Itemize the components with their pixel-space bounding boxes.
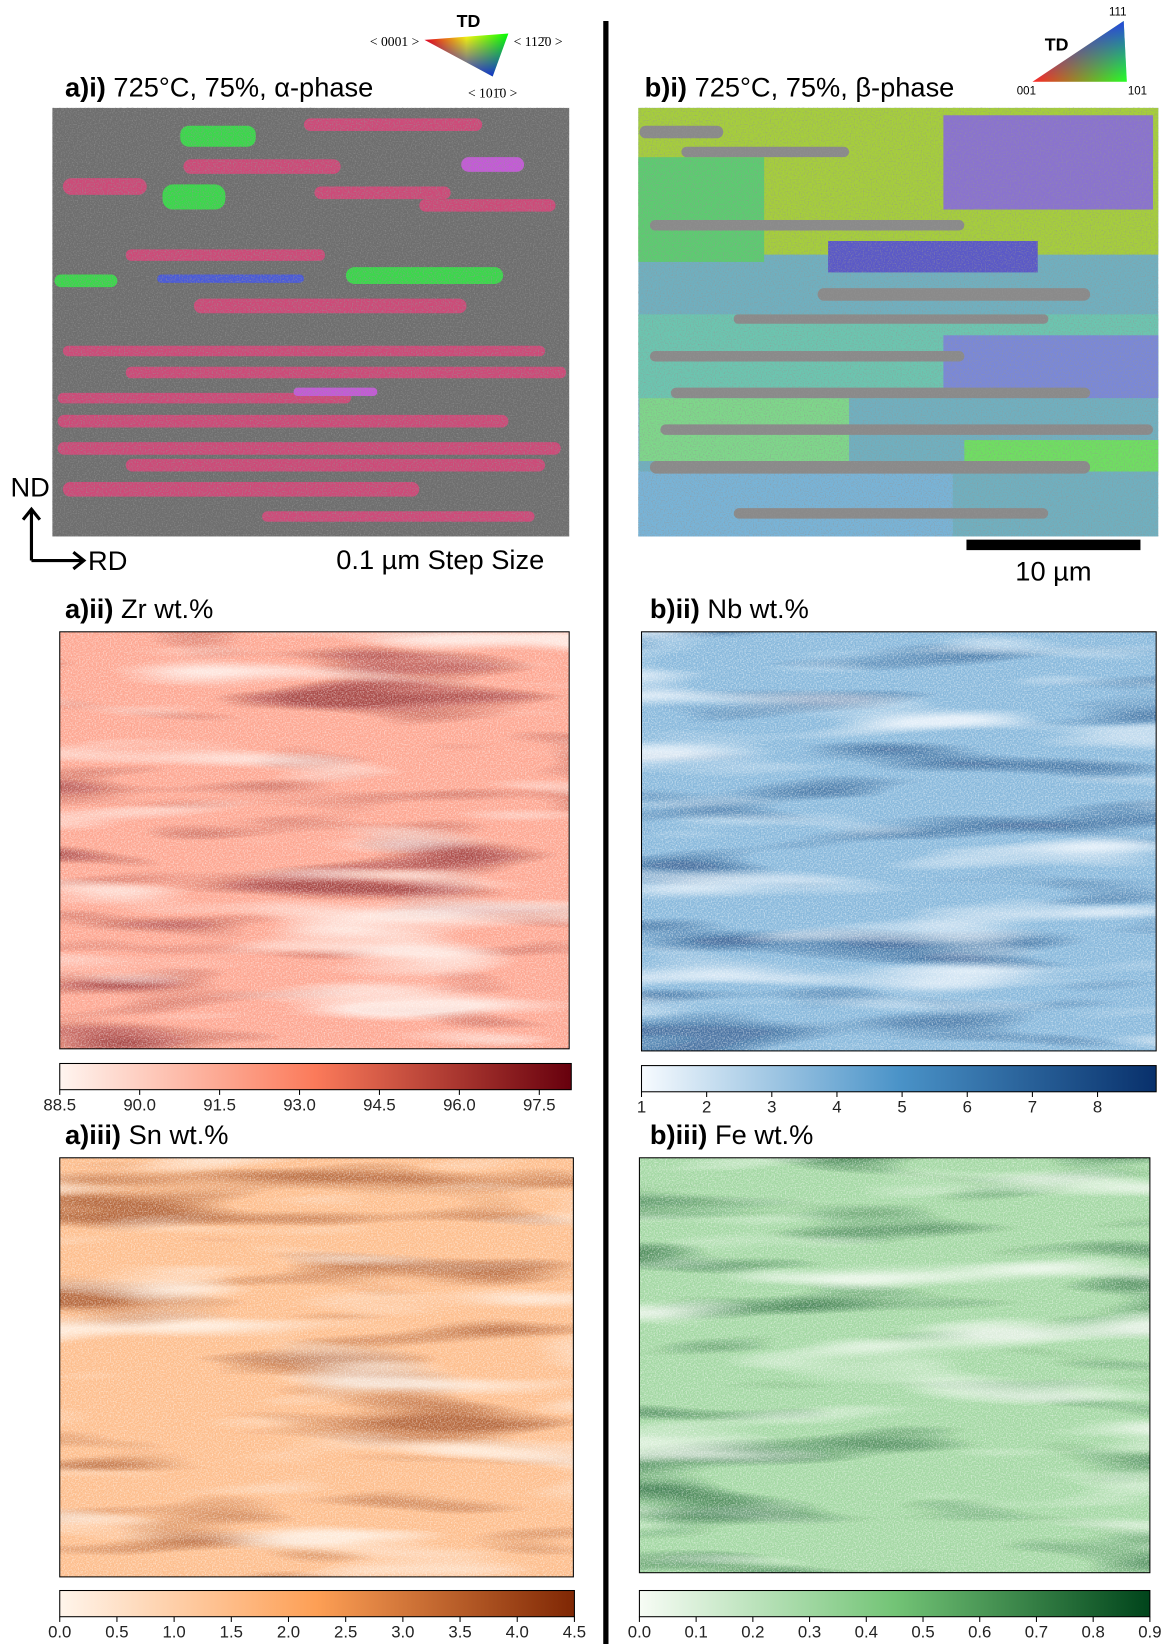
legend-corner: 001 (1017, 85, 1036, 97)
colorbar (60, 1591, 575, 1617)
axis-label: RD (88, 545, 127, 576)
colorbar-tick-label: 97.5 (523, 1096, 556, 1115)
composition-map (60, 632, 569, 1049)
colorbar-tick-label: 0.1 (684, 1623, 707, 1642)
panel-label: a)iii) (65, 1119, 121, 1150)
ebsd-map (52, 108, 569, 537)
colorbar (642, 1066, 1157, 1092)
legend-corner: < 112̄0 > (514, 34, 563, 49)
colorbar-tick-label: 4.5 (563, 1623, 586, 1642)
colorbar-tick-label: 1 (637, 1098, 646, 1117)
colorbar-tick-label: 6 (963, 1098, 972, 1117)
colorbar-tick-label: 7 (1028, 1098, 1037, 1117)
colorbar-tick-label: 2.0 (277, 1623, 300, 1642)
colorbar-tick-label: 2.5 (334, 1623, 357, 1642)
panel-title-text: Sn wt.% (129, 1119, 229, 1150)
colorbar-tick-label: 93.0 (283, 1096, 316, 1115)
colorbar-tick-label: 4 (832, 1098, 841, 1117)
ebsd-map (638, 108, 1158, 537)
panel-title-text: Fe wt.% (715, 1119, 813, 1150)
composition-map (642, 632, 1157, 1051)
scale-bar-label: 10 µm (1015, 555, 1091, 586)
colorbar-tick-label: 94.5 (363, 1096, 396, 1115)
panel-title: a)i) 725°C, 75%, α-phase (65, 71, 373, 102)
panel-title: b)iii) Fe wt.% (650, 1119, 813, 1150)
colorbar-tick-label: 90.0 (123, 1096, 156, 1115)
colorbar-tick-label: 2 (702, 1098, 711, 1117)
colorbar-tick-label: 1.5 (220, 1623, 243, 1642)
colorbar-tick-label: 3.5 (448, 1623, 471, 1642)
colorbar-tick-label: 0.2 (741, 1623, 764, 1642)
composition-map (60, 1158, 574, 1577)
colorbar-tick-label: 0.5 (105, 1623, 128, 1642)
panel-title-text: Nb wt.% (707, 593, 808, 624)
colorbar-tick-label: 88.5 (43, 1096, 76, 1115)
step-size: 0.1 µm Step Size (336, 544, 544, 575)
panel-label: b)iii) (650, 1119, 707, 1150)
colorbar-tick-label: 0.6 (968, 1623, 991, 1642)
panel-label: a)ii) (65, 593, 113, 624)
colorbar (639, 1591, 1149, 1617)
ipf-legend: TD 001 101 111 (1017, 7, 1147, 98)
colorbar-tick-label: 0.0 (48, 1623, 71, 1642)
colorbar-tick-label: 0.8 (1082, 1623, 1105, 1642)
colorbar-tick-label: 96.0 (443, 1096, 476, 1115)
legend-corner: < 101̄0 > (468, 85, 518, 100)
colorbar-tick-label: 0.7 (1025, 1623, 1048, 1642)
panel-title: a)ii) Zr wt.% (65, 593, 213, 624)
colorbar-tick-label: 4.0 (506, 1623, 529, 1642)
legend-corner: 101 (1128, 85, 1147, 97)
map-grain (642, 632, 1157, 1051)
colorbar-tick-label: 3 (767, 1098, 776, 1117)
panel-title-text: Zr wt.% (121, 593, 213, 624)
figure: a)i) 725°C, 75%, α-phase TD < 0001 > < 1… (0, 0, 1174, 1645)
composition-map (639, 1158, 1149, 1573)
legend-corner: < 0001 > (370, 34, 420, 49)
colorbar-tick-label: 1.0 (162, 1623, 185, 1642)
panel-title: b)i) 725°C, 75%, β-phase (645, 71, 955, 102)
map-grain (60, 632, 569, 1049)
ipf-legend: TD < 0001 > < 112̄0 > < 101̄0 > (370, 11, 563, 100)
map-grain (639, 1158, 1149, 1573)
colorbar-tick-label: 0.0 (628, 1623, 651, 1642)
colorbar (60, 1063, 572, 1089)
legend-title: TD (457, 11, 481, 31)
colorbar-tick-label: 0.4 (855, 1623, 878, 1642)
colorbar-tick-label: 0.5 (911, 1623, 934, 1642)
axis-label: ND (10, 472, 49, 503)
legend-corner: 111 (1109, 7, 1127, 19)
panel-title: b)ii) Nb wt.% (650, 593, 809, 624)
colorbar-tick-label: 91.5 (203, 1096, 236, 1115)
colorbar-tick-label: 0.3 (798, 1623, 821, 1642)
colorbar-tick-label: 5 (897, 1098, 906, 1117)
map-grain (60, 1158, 574, 1577)
legend-title: TD (1045, 34, 1069, 54)
panel-title: a)iii) Sn wt.% (65, 1119, 229, 1150)
colorbar-tick-label: 3.0 (391, 1623, 414, 1642)
colorbar-tick-label: 8 (1093, 1098, 1102, 1117)
colorbar-tick-label: 0.9 (1138, 1623, 1161, 1642)
panel-label: b)ii) (650, 593, 700, 624)
